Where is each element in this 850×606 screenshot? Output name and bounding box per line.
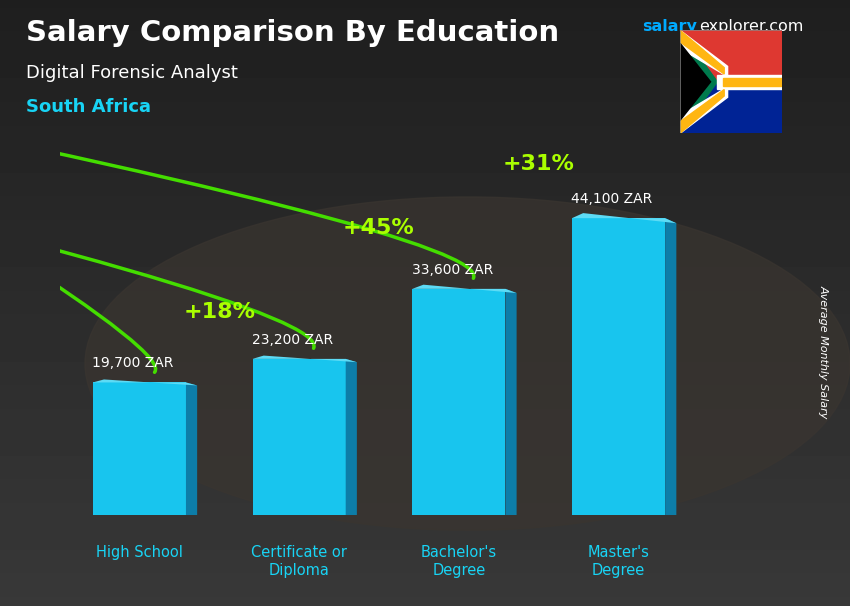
Polygon shape: [680, 30, 717, 133]
FancyArrowPatch shape: [0, 0, 156, 372]
FancyArrowPatch shape: [0, 0, 314, 348]
Bar: [412, 289, 506, 515]
Polygon shape: [93, 379, 197, 385]
Polygon shape: [680, 30, 724, 74]
Polygon shape: [666, 218, 677, 515]
Polygon shape: [412, 285, 517, 293]
Bar: [680, 30, 782, 82]
Ellipse shape: [85, 197, 850, 530]
Text: 33,600 ZAR: 33,600 ZAR: [411, 263, 493, 277]
Bar: [680, 82, 782, 133]
Text: Digital Forensic Analyst: Digital Forensic Analyst: [26, 64, 237, 82]
Polygon shape: [680, 43, 711, 121]
Bar: [93, 382, 186, 515]
Text: Master's
Degree: Master's Degree: [587, 545, 649, 578]
Text: salary: salary: [642, 19, 697, 35]
FancyArrowPatch shape: [0, 0, 474, 278]
Text: explorer.com: explorer.com: [700, 19, 804, 35]
Polygon shape: [186, 382, 197, 515]
Text: Average Monthly Salary: Average Monthly Salary: [819, 285, 829, 418]
Text: High School: High School: [96, 545, 183, 561]
Polygon shape: [680, 87, 728, 133]
Text: +31%: +31%: [502, 155, 575, 175]
Polygon shape: [506, 289, 517, 515]
Text: Bachelor's
Degree: Bachelor's Degree: [421, 545, 497, 578]
Bar: [717, 75, 782, 89]
Polygon shape: [572, 213, 677, 223]
Text: +18%: +18%: [184, 302, 255, 322]
Bar: [252, 359, 346, 515]
Text: 23,200 ZAR: 23,200 ZAR: [252, 333, 333, 347]
Text: Salary Comparison By Education: Salary Comparison By Education: [26, 19, 558, 47]
Bar: [722, 78, 782, 85]
Polygon shape: [680, 30, 728, 76]
Polygon shape: [346, 359, 357, 515]
Text: Certificate or
Diploma: Certificate or Diploma: [251, 545, 347, 578]
Bar: [572, 218, 666, 515]
Text: +45%: +45%: [343, 218, 415, 238]
Polygon shape: [680, 90, 724, 133]
Text: South Africa: South Africa: [26, 98, 150, 116]
Polygon shape: [252, 356, 357, 362]
Text: 44,100 ZAR: 44,100 ZAR: [571, 192, 653, 206]
Text: 19,700 ZAR: 19,700 ZAR: [92, 356, 173, 370]
